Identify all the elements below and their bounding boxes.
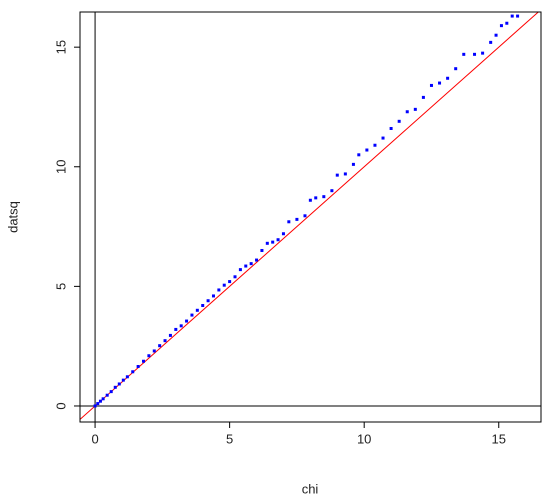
x-tick-label: 0 bbox=[91, 431, 98, 446]
point bbox=[136, 365, 140, 369]
point bbox=[244, 264, 248, 268]
point bbox=[228, 280, 232, 284]
point bbox=[190, 313, 194, 317]
point bbox=[93, 404, 97, 408]
reference-line bbox=[80, 12, 540, 420]
point bbox=[322, 195, 326, 199]
point bbox=[373, 143, 377, 147]
plot-frame bbox=[79, 11, 542, 423]
point bbox=[217, 288, 221, 292]
point bbox=[343, 172, 347, 176]
point bbox=[308, 198, 312, 202]
point bbox=[201, 304, 205, 308]
point bbox=[276, 238, 280, 242]
point bbox=[158, 344, 162, 348]
point bbox=[105, 393, 109, 397]
point bbox=[211, 294, 215, 298]
point bbox=[265, 241, 269, 245]
point bbox=[446, 76, 450, 80]
point bbox=[147, 354, 151, 358]
point bbox=[206, 299, 210, 303]
point bbox=[125, 375, 129, 379]
point bbox=[101, 397, 105, 401]
y-tick-label: 5 bbox=[53, 283, 68, 290]
point bbox=[260, 248, 264, 252]
point bbox=[365, 148, 369, 152]
point bbox=[98, 399, 102, 403]
point bbox=[179, 324, 183, 328]
point bbox=[335, 173, 339, 177]
point bbox=[438, 81, 442, 85]
point bbox=[195, 308, 199, 312]
y-tick-label: 0 bbox=[53, 402, 68, 409]
point bbox=[303, 214, 307, 218]
point bbox=[168, 333, 172, 337]
point bbox=[295, 217, 299, 221]
point bbox=[117, 382, 121, 386]
point bbox=[222, 283, 226, 287]
point bbox=[109, 390, 113, 394]
point bbox=[131, 370, 135, 374]
point bbox=[357, 153, 361, 157]
point bbox=[405, 110, 409, 114]
point bbox=[505, 21, 509, 25]
point bbox=[185, 319, 189, 323]
point bbox=[462, 52, 466, 56]
point bbox=[516, 14, 520, 18]
x-tick-label: 15 bbox=[492, 431, 506, 446]
point bbox=[152, 349, 156, 353]
point bbox=[413, 107, 417, 111]
point bbox=[429, 83, 433, 87]
point bbox=[233, 275, 237, 279]
point bbox=[314, 196, 318, 200]
x-axis-label: chi bbox=[302, 481, 319, 496]
x-tick-label: 10 bbox=[357, 431, 371, 446]
point bbox=[397, 119, 401, 123]
point bbox=[481, 51, 485, 55]
x-tick-label: 5 bbox=[226, 431, 233, 446]
point bbox=[351, 162, 355, 166]
point bbox=[142, 359, 146, 363]
point bbox=[389, 126, 393, 130]
y-axis-label: datsq bbox=[5, 201, 20, 233]
plot-area bbox=[80, 12, 541, 422]
point bbox=[330, 189, 334, 193]
point bbox=[174, 327, 178, 331]
point bbox=[96, 402, 100, 406]
point bbox=[494, 33, 498, 37]
point bbox=[271, 240, 275, 244]
point bbox=[255, 258, 259, 262]
point bbox=[121, 378, 125, 382]
point bbox=[113, 385, 117, 389]
point bbox=[287, 220, 291, 224]
point bbox=[281, 232, 285, 236]
point bbox=[499, 24, 503, 28]
point bbox=[381, 136, 385, 140]
point bbox=[238, 268, 242, 272]
y-tick-label: 10 bbox=[53, 160, 68, 174]
point bbox=[249, 262, 253, 266]
point bbox=[421, 95, 425, 99]
y-tick-label: 15 bbox=[53, 40, 68, 54]
point bbox=[454, 67, 458, 71]
point bbox=[163, 339, 167, 343]
point bbox=[489, 40, 493, 44]
point bbox=[510, 14, 514, 18]
point bbox=[473, 52, 477, 56]
